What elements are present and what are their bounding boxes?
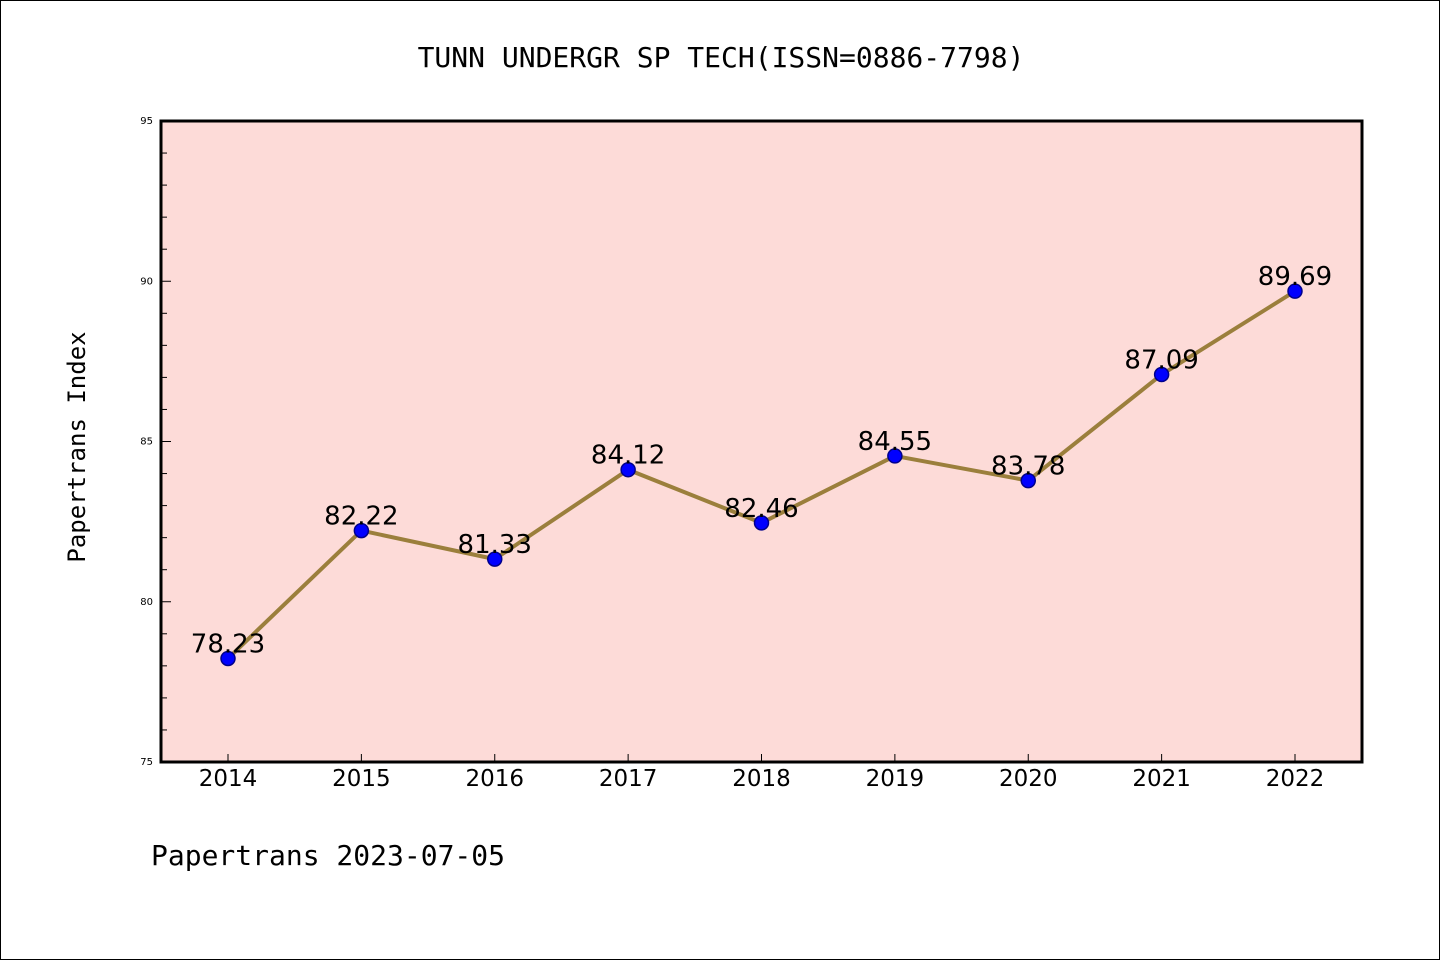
footer-note: Papertrans 2023-07-05 xyxy=(151,839,505,872)
data-labels: 78.23 82.22 81.33 84.12 82.46 84.55 83.78 87.09… xyxy=(191,262,1332,659)
data-label: 81.33 xyxy=(458,530,532,560)
data-point xyxy=(353,522,370,539)
y-tick-label: 95 xyxy=(140,116,153,127)
y-tick-label: 90 xyxy=(140,276,153,287)
data-label: 82.46 xyxy=(724,494,798,524)
data-label: 84.55 xyxy=(858,427,932,457)
x-tick-label: 2021 xyxy=(1132,766,1191,792)
x-axis: 2014 2015 2016 2017 2018 2019 2020 2021 2022 xyxy=(199,754,1325,792)
data-point xyxy=(487,551,503,567)
y-tick-label: 75 xyxy=(140,757,153,768)
plot-frame xyxy=(159,119,1364,764)
x-tick-label: 2019 xyxy=(866,766,925,792)
data-label: 87.09 xyxy=(1124,346,1198,376)
x-tick-label: 2020 xyxy=(999,766,1058,792)
data-point xyxy=(887,448,903,464)
y-axis-label: Papertrans Index xyxy=(63,331,91,562)
data-label: 83.78 xyxy=(991,452,1065,482)
data-point xyxy=(620,461,636,478)
data-point xyxy=(1287,283,1303,299)
y-tick-label: 80 xyxy=(140,597,153,608)
chart-title: TUNN UNDERGR SP TECH(ISSN=0886-7798) xyxy=(418,41,1025,74)
x-tick-label: 2018 xyxy=(732,766,791,792)
x-tick-label: 2017 xyxy=(599,766,658,792)
y-tick-label: 85 xyxy=(140,437,153,448)
data-points xyxy=(220,283,1303,667)
data-point xyxy=(753,515,770,531)
data-label: 89.69 xyxy=(1258,262,1332,292)
x-tick-label: 2016 xyxy=(465,766,524,792)
data-point xyxy=(1153,366,1170,383)
x-tick-label: 2022 xyxy=(1266,766,1325,792)
x-tick-label: 2014 xyxy=(199,766,258,792)
data-point xyxy=(220,650,236,667)
data-label: 84.12 xyxy=(591,441,665,471)
plot-area xyxy=(161,121,1362,762)
data-label: 78.23 xyxy=(191,629,265,659)
data-point xyxy=(1020,472,1036,489)
data-label: 82.22 xyxy=(324,502,398,532)
x-tick-label: 2015 xyxy=(332,766,391,792)
